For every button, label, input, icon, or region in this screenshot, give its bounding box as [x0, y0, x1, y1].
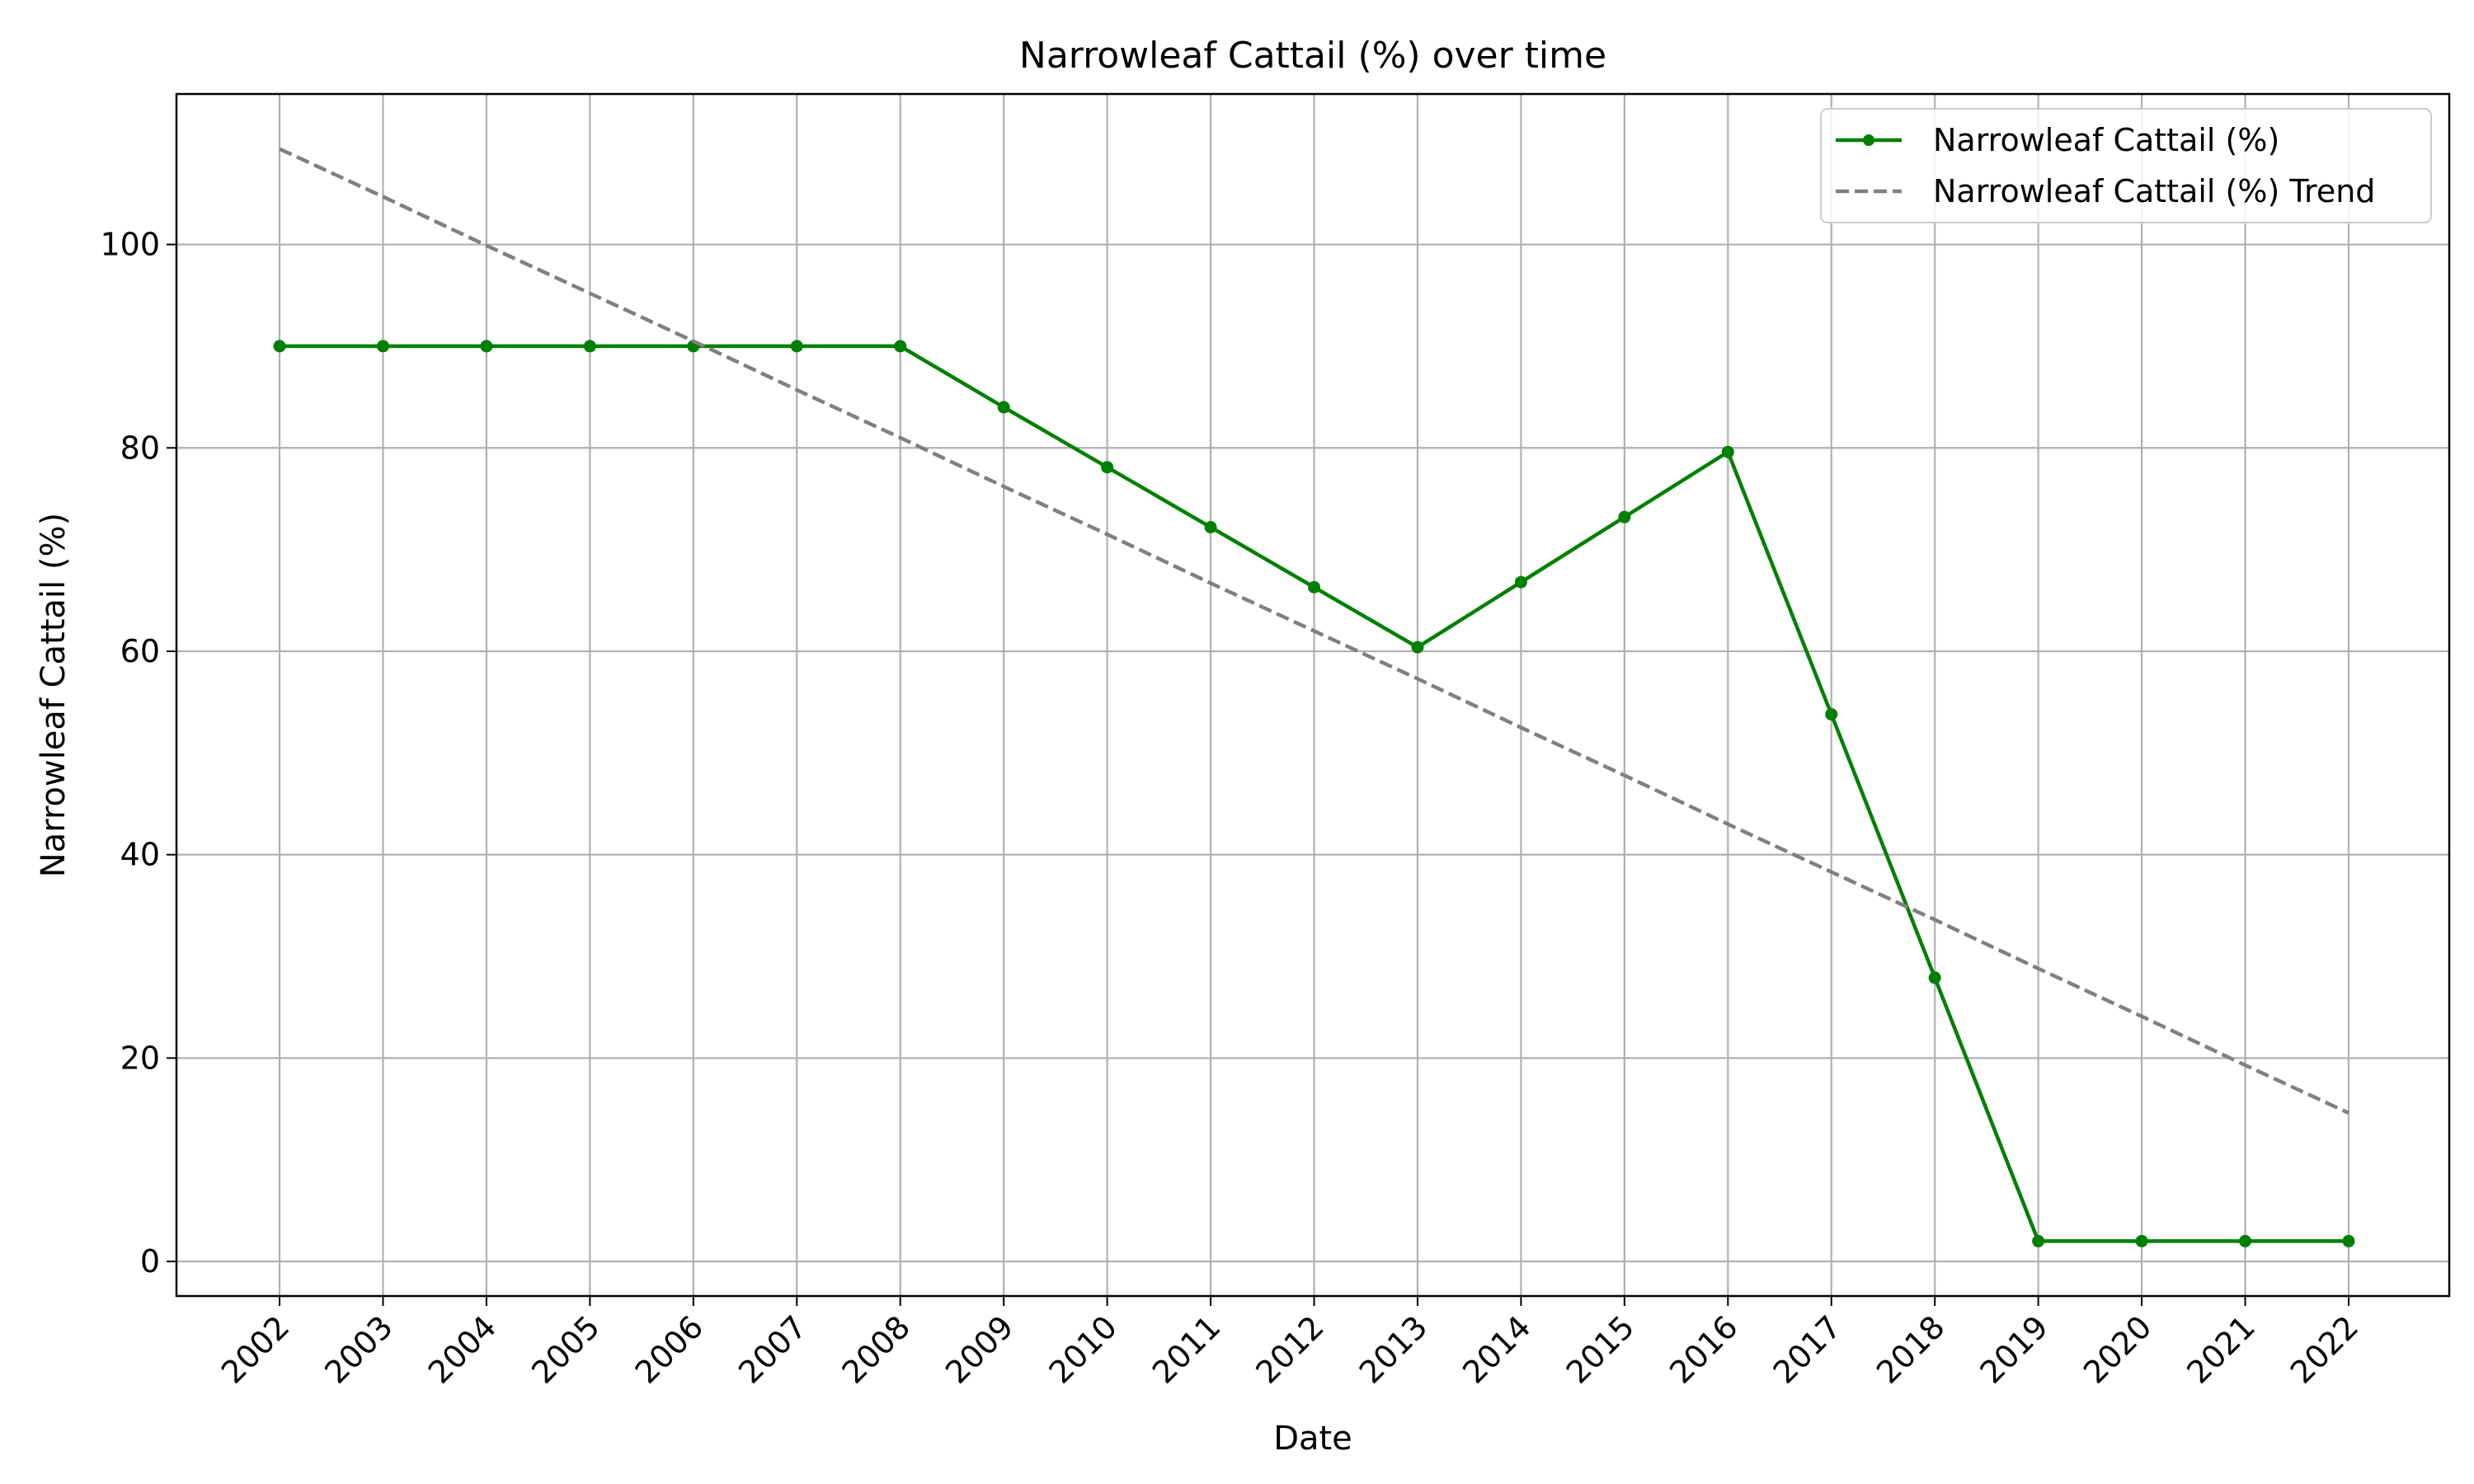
legend-label-series: Narrowleaf Cattail (%)	[1933, 122, 2279, 158]
y-axis-label: Narrowleaf Cattail (%)	[35, 513, 73, 877]
legend-box	[1820, 108, 2432, 223]
data-point	[1514, 575, 1527, 589]
y-tick-label: 100	[100, 227, 160, 263]
data-point	[2135, 1234, 2148, 1247]
y-tick-label: 60	[120, 633, 160, 669]
y-tick-label: 80	[120, 430, 160, 466]
data-point	[480, 340, 493, 353]
y-tick-label: 20	[120, 1040, 160, 1076]
data-point	[1204, 520, 1217, 533]
grid	[176, 94, 2449, 1296]
data-point	[1618, 510, 1631, 524]
data-point	[1721, 445, 1734, 458]
series-layer	[273, 147, 2355, 1247]
data-point	[1101, 461, 1114, 474]
data-point	[1308, 580, 1320, 594]
x-axis-label: Date	[1273, 1420, 1352, 1458]
legend-marker-series	[1863, 134, 1874, 146]
trend-line	[279, 147, 2349, 1115]
chart-title: Narrowleaf Cattail (%) over time	[1019, 35, 1606, 77]
data-point	[1411, 641, 1424, 654]
data-point	[997, 401, 1010, 414]
data-point	[2342, 1234, 2355, 1247]
data-point	[894, 340, 907, 353]
data-point	[2032, 1234, 2045, 1247]
data-point	[273, 340, 286, 353]
y-axis-ticks: 0 20 40 60 80 100	[100, 227, 176, 1280]
y-tick-label: 0	[140, 1243, 160, 1280]
y-tick-label: 40	[120, 837, 160, 873]
data-point	[583, 340, 596, 353]
data-point	[1825, 707, 1838, 721]
data-point	[376, 340, 389, 353]
data-point	[2239, 1234, 2252, 1247]
legend-label-trend: Narrowleaf Cattail (%) Trend	[1933, 173, 2375, 209]
legend: Narrowleaf Cattail (%) Narrowleaf Cattai…	[1820, 108, 2432, 223]
data-point	[1928, 971, 1941, 984]
data-point	[790, 340, 803, 353]
plot-frame	[175, 92, 2451, 1298]
